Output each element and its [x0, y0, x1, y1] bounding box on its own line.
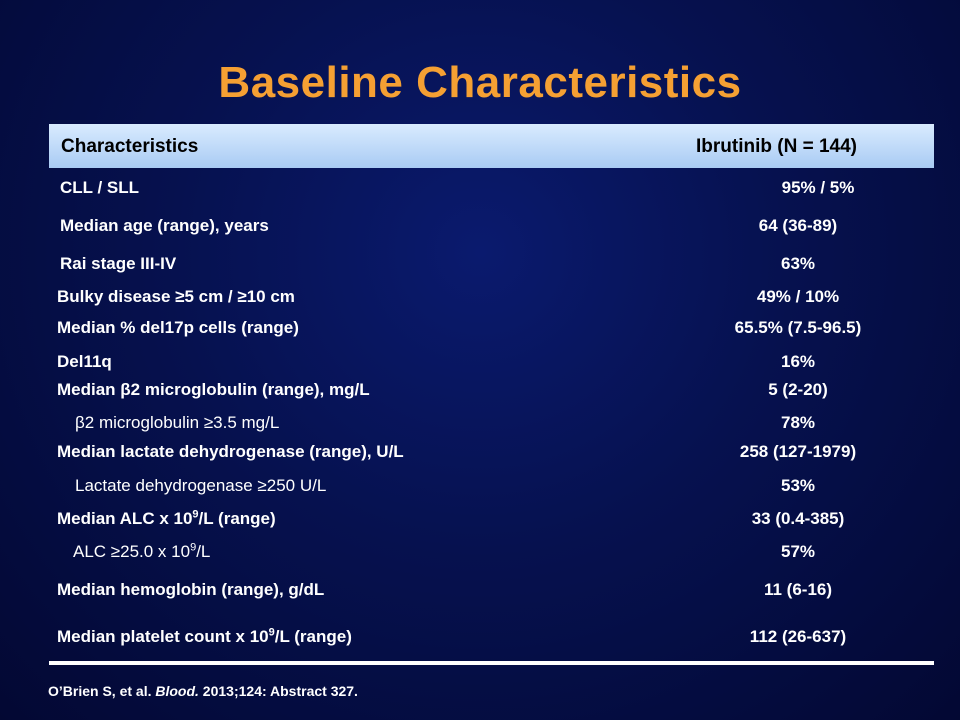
row-value: 5 (2-20): [768, 380, 828, 399]
row-label: Lactate dehydrogenase ≥250 U/L: [75, 476, 327, 495]
row-value: 53%: [780, 476, 816, 495]
row-value: 16%: [780, 352, 816, 371]
row-label: Del11q: [57, 352, 112, 371]
row-value: 49% / 10%: [756, 287, 840, 306]
row-label: Median ALC x 109/L (range): [57, 508, 276, 528]
row-value: 95% / 5%: [781, 178, 855, 197]
row-label: β2 microglobulin ≥3.5 mg/L: [75, 413, 280, 432]
row-value: 33 (0.4-385): [751, 509, 845, 528]
row-value: 11 (6-16): [763, 580, 833, 599]
slide-title: Baseline Characteristics: [218, 58, 742, 107]
row-value: 64 (36-89): [758, 216, 838, 235]
row-label: Median age (range), years: [60, 216, 269, 235]
header-characteristics: Characteristics: [61, 136, 199, 157]
row-value: 57%: [780, 542, 816, 561]
row-value: 258 (127-1979): [739, 442, 857, 461]
header-ibrutinib: Ibrutinib (N = 144): [696, 136, 857, 157]
table-bottom-rule: [49, 661, 934, 665]
row-value: 78%: [780, 413, 816, 432]
row-label: CLL / SLL: [60, 178, 140, 197]
row-label: Median hemoglobin (range), g/dL: [57, 580, 325, 599]
row-label: Bulky disease ≥5 cm / ≥10 cm: [57, 287, 295, 306]
row-value: 65.5% (7.5-96.5): [734, 318, 862, 337]
table-header: Characteristics Ibrutinib (N = 144): [49, 124, 934, 168]
row-value: 63%: [780, 254, 816, 273]
citation: O’Brien S, et al. Blood. 2013;124: Abstr…: [48, 683, 358, 699]
row-value: 112 (26-637): [749, 627, 847, 646]
row-label: Rai stage III-IV: [60, 254, 177, 273]
row-label: Median platelet count x 109/L (range): [57, 626, 352, 646]
row-label: Median β2 microglobulin (range), mg/L: [57, 380, 370, 399]
row-label: ALC ≥25.0 x 109/L: [73, 541, 211, 561]
row-label: Median % del17p cells (range): [57, 318, 299, 337]
row-label: Median lactate dehydrogenase (range), U/…: [57, 442, 404, 461]
